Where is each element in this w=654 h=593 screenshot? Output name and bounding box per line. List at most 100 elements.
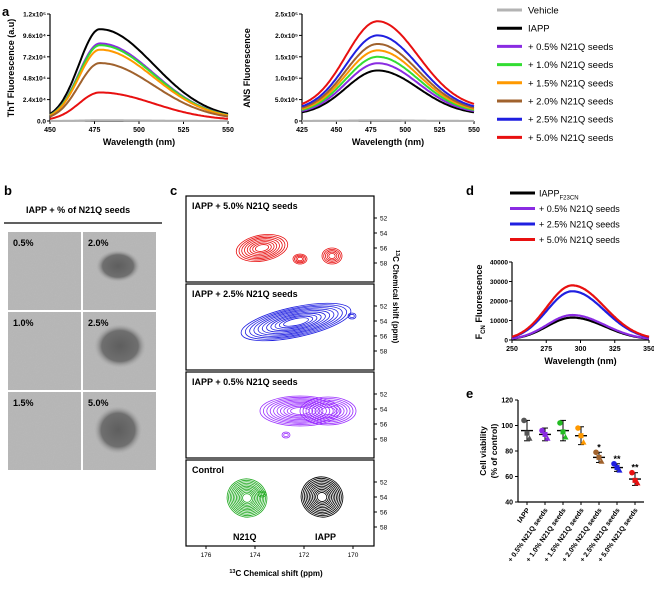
data-point bbox=[596, 454, 602, 460]
y-axis-label-line1: Cell viability bbox=[478, 426, 488, 476]
contour-line bbox=[315, 490, 329, 504]
y-axis-label-main: F bbox=[474, 333, 484, 339]
y-axis-label: Cell viability(% of control) bbox=[478, 423, 499, 478]
panel-letter-c: c bbox=[170, 183, 177, 198]
tile-label: 1.5% bbox=[13, 398, 34, 408]
nmr-spectrum-box bbox=[185, 459, 375, 547]
y-tick-label: 80 bbox=[505, 449, 513, 456]
contour-line bbox=[283, 432, 289, 438]
contour-line bbox=[302, 477, 342, 517]
y-tick-label: 56 bbox=[380, 422, 388, 429]
y-axis-label: 13C Chemical shift (ppm) bbox=[391, 250, 400, 344]
nmr-spectrum-box bbox=[185, 195, 375, 283]
significance-mark: * bbox=[597, 442, 601, 452]
nmr-panel: IAPP + 5.0% N21Q seeds 52 54 56 58 IAPP + 2.5… bbox=[185, 195, 400, 578]
x-tick-label: 450 bbox=[331, 127, 343, 134]
y-tick-label: 54 bbox=[380, 319, 388, 326]
data-point bbox=[562, 433, 569, 440]
data-point bbox=[598, 458, 605, 464]
x-tick-label: 350 bbox=[643, 346, 654, 353]
x-axis-label-text: C Chemical shift (ppm) bbox=[236, 569, 323, 578]
contour-line bbox=[244, 304, 348, 340]
y-tick-label: 56 bbox=[380, 510, 388, 517]
tem-tiles: 0.5% 2.0% 1.0% 2.5% 1.5% 5.0% bbox=[8, 232, 156, 470]
contour-line bbox=[316, 492, 328, 502]
tht-chart: 450 475 500 525 550 0.0 2.4x10⁴ 4.8x10⁴ 7.2x10⁴ 9… bbox=[6, 12, 234, 148]
contour-line bbox=[249, 305, 343, 339]
legend-label-main: + 2.5% N21Q seeds bbox=[539, 220, 620, 230]
contour-line bbox=[257, 490, 267, 498]
series-line bbox=[511, 290, 650, 339]
data-point bbox=[614, 465, 620, 471]
contour-line bbox=[314, 403, 342, 418]
contour-line bbox=[308, 401, 348, 421]
contour-line bbox=[290, 407, 310, 415]
x-tick-label: 500 bbox=[133, 127, 145, 134]
y-axis-label-text: C Chemical shift (ppm) bbox=[391, 256, 400, 343]
y-axis-label-sup: 13 bbox=[394, 250, 400, 256]
ans-chart: 425 450 475 500 525 550 0 5.0x10⁴ 1.0x10⁵ 1.5x10⁵… bbox=[242, 12, 480, 148]
panel-b-title: IAPP + % of N21Q seeds bbox=[26, 205, 130, 215]
control-peak-label: N21Q bbox=[233, 532, 257, 542]
contour-line bbox=[244, 238, 280, 258]
x-tick-label: IAPP bbox=[517, 507, 532, 525]
contour-line bbox=[294, 254, 306, 264]
contour-line bbox=[326, 251, 338, 261]
y-tick-label: 7.2x10⁴ bbox=[23, 54, 46, 61]
x-tick-label: 450 bbox=[44, 127, 56, 134]
y-axis-label: FCN Fluorescence bbox=[474, 265, 487, 340]
y-tick-label: 58 bbox=[380, 437, 388, 444]
contour-line bbox=[321, 247, 343, 265]
fibril-aggregate bbox=[94, 406, 142, 454]
data-point bbox=[521, 417, 527, 424]
y-tick-label: 54 bbox=[380, 495, 388, 502]
y-tick-label: 20000 bbox=[490, 299, 508, 306]
panel-letter-e: e bbox=[466, 386, 473, 401]
x-tick-label: 176 bbox=[201, 552, 212, 559]
contour-line bbox=[237, 488, 257, 508]
x-axis-label: 13C Chemical shift (ppm) bbox=[229, 569, 323, 578]
series-line bbox=[301, 34, 475, 108]
contour-line bbox=[232, 484, 262, 512]
contour-line bbox=[297, 256, 303, 262]
y-tick-label: 30000 bbox=[490, 279, 508, 286]
contour-line bbox=[266, 398, 334, 424]
contour-line bbox=[295, 255, 305, 263]
y-tick-label: 58 bbox=[380, 261, 388, 268]
viability-chart: 40 60 80 100 120 Cell viability(% of control)… bbox=[478, 398, 644, 564]
tem-tile-texture bbox=[8, 392, 81, 470]
contour-line bbox=[313, 488, 331, 506]
contour-line bbox=[307, 482, 337, 512]
contour-line bbox=[302, 398, 354, 424]
y-axis-label: ThT Fluorescence (a.u) bbox=[6, 19, 16, 118]
legend-label: + 2.5% N21Q seeds bbox=[539, 220, 620, 230]
contour-line bbox=[246, 239, 278, 257]
contour-line bbox=[240, 491, 254, 505]
contour-line bbox=[262, 396, 337, 426]
contour-line bbox=[299, 396, 357, 426]
y-tick-label: 0 bbox=[504, 338, 508, 345]
x-tick-label: 525 bbox=[178, 127, 190, 134]
legend-label-main: IAPP bbox=[539, 189, 560, 199]
contour-line bbox=[274, 314, 318, 330]
y-tick-label: 56 bbox=[380, 334, 388, 341]
contour-line bbox=[292, 253, 308, 265]
tile-label: 2.0% bbox=[88, 238, 109, 248]
legend-label-main: + 5.0% N21Q seeds bbox=[539, 235, 620, 245]
contour-line bbox=[229, 481, 265, 515]
panel-letter-d: d bbox=[466, 183, 474, 198]
y-tick-label: 52 bbox=[380, 304, 388, 311]
series-line bbox=[49, 91, 229, 120]
tem-tile-texture bbox=[8, 232, 81, 310]
legend-label: Vehicle bbox=[528, 6, 559, 17]
x-tick-label: 550 bbox=[468, 127, 480, 134]
y-tick-label: 56 bbox=[380, 246, 388, 253]
y-tick-label: 0.0 bbox=[37, 119, 46, 126]
data-point bbox=[524, 430, 530, 436]
contour-line bbox=[324, 250, 339, 262]
spectrum-label: IAPP + 2.5% N21Q seeds bbox=[192, 289, 298, 299]
contour-line bbox=[283, 404, 317, 418]
x-axis-label-sup: 13 bbox=[229, 569, 235, 575]
significance-mark: ** bbox=[613, 454, 621, 464]
contour-line bbox=[257, 308, 335, 336]
